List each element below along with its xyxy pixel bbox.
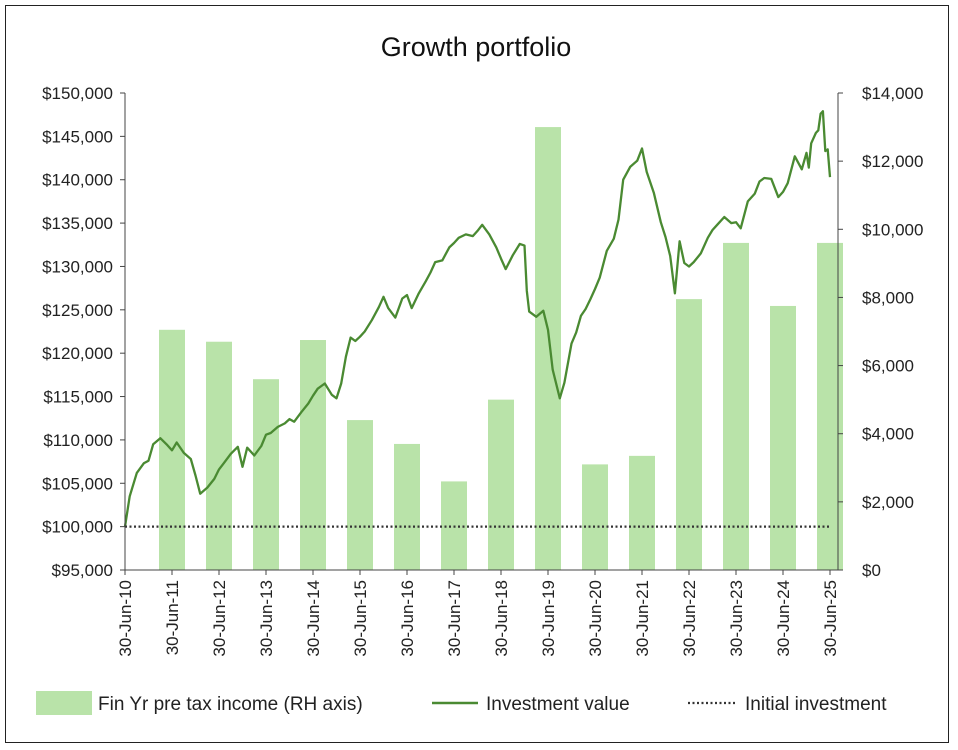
x-tick-label: 30-Jun-20 [586, 580, 605, 657]
x-tick-label: 30-Jun-12 [210, 580, 229, 657]
x-tick-label: 30-Jun-16 [398, 580, 417, 657]
right-tick-label: $14,000 [862, 84, 923, 103]
income-bar [770, 305, 796, 570]
left-tick-label: $135,000 [42, 214, 113, 233]
income-bar [394, 443, 420, 570]
right-tick-label: $12,000 [862, 152, 923, 171]
x-tick-label: 30-Jun-24 [774, 580, 793, 657]
investment-value-line [123, 110, 832, 527]
left-tick-label: $120,000 [42, 344, 113, 363]
x-tick-label: 30-Jun-15 [351, 580, 370, 657]
left-tick-label: $150,000 [42, 84, 113, 103]
right-tick-label: $10,000 [862, 220, 923, 239]
income-bar [253, 379, 279, 570]
legend-dotted-label: Initial investment [745, 694, 887, 715]
income-bar [629, 455, 655, 570]
right-axis-ticks: $0 $2,000 $4,000 $6,000 $8,000 $10,000 $12,000… [838, 84, 923, 580]
chart-title: Growth portfolio [381, 32, 572, 62]
legend: Fin Yr pre tax income (RH axis) Investme… [36, 691, 887, 715]
left-tick-label: $100,000 [42, 518, 113, 537]
income-bars [159, 127, 843, 571]
left-axis-ticks: $95,000 $100,000 $105,000 $110,000 $115,000 $… [42, 84, 125, 580]
x-tick-label: 30-Jun-22 [680, 580, 699, 657]
left-tick-label: $95,000 [52, 561, 113, 580]
right-tick-label: $8,000 [862, 288, 914, 307]
left-tick-label: $145,000 [42, 127, 113, 146]
legend-line-label: Investment value [486, 694, 630, 715]
left-tick-label: $110,000 [43, 431, 113, 450]
x-tick-label: 30-Jun-13 [257, 580, 276, 657]
x-tick-label: 30-Jun-19 [539, 580, 558, 657]
right-tick-label: $2,000 [862, 493, 914, 512]
income-bar [488, 399, 514, 570]
income-bar [347, 420, 373, 570]
right-tick-label: $0 [862, 561, 881, 580]
x-tick-label: 30-Jun-25 [821, 580, 840, 657]
left-tick-label: $115,000 [43, 388, 113, 407]
left-tick-label: $130,000 [42, 257, 113, 276]
legend-bar-swatch [36, 691, 92, 715]
income-bar [817, 242, 843, 570]
x-tick-label: 30-Jun-23 [727, 580, 746, 657]
x-tick-label: 30-Jun-10 [116, 580, 135, 657]
left-tick-label: $125,000 [42, 301, 113, 320]
x-tick-label: 30-Jun-21 [633, 580, 652, 657]
axes [124, 93, 839, 571]
x-tick-label: 30-Jun-11 [163, 580, 182, 655]
income-bar [676, 299, 702, 570]
income-bar [723, 242, 749, 570]
right-tick-label: $4,000 [862, 425, 914, 444]
x-axis-ticks: 30-Jun-10 30-Jun-11 30-Jun-12 30-Jun-13 30-J… [116, 570, 840, 657]
income-bar [300, 340, 326, 570]
income-bar [206, 341, 232, 570]
x-tick-label: 30-Jun-17 [445, 580, 464, 657]
left-tick-label: $140,000 [42, 171, 113, 190]
income-bar [535, 127, 561, 571]
right-tick-label: $6,000 [862, 357, 914, 376]
x-tick-label: 30-Jun-18 [492, 580, 511, 657]
x-tick-label: 30-Jun-14 [304, 580, 323, 657]
legend-bar-label: Fin Yr pre tax income (RH axis) [98, 694, 363, 715]
plot-lines [123, 110, 832, 528]
income-bar [582, 464, 608, 570]
left-tick-label: $105,000 [42, 474, 113, 493]
